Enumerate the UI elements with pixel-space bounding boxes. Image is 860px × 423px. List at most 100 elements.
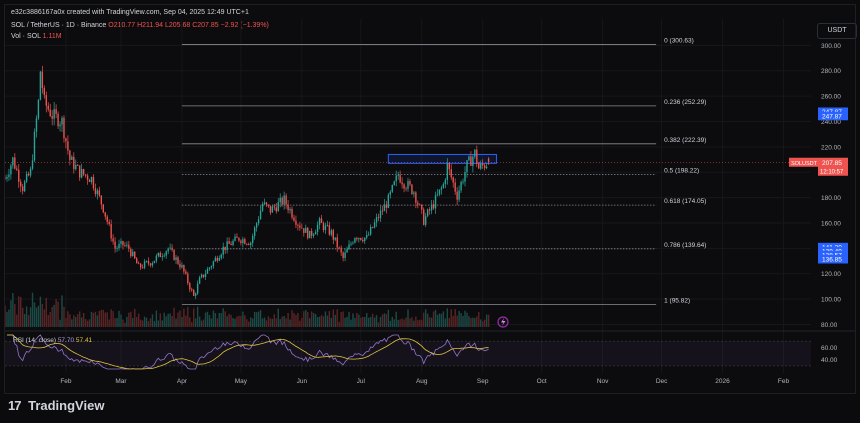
lightning-icon[interactable] xyxy=(497,316,509,328)
candle-body xyxy=(421,204,423,210)
volume-bar xyxy=(369,316,372,327)
candle-body xyxy=(399,175,401,183)
volume-bar xyxy=(242,311,244,327)
candle-body xyxy=(364,237,366,242)
candle-body xyxy=(381,210,384,212)
candle-body xyxy=(454,182,456,192)
volume-bar xyxy=(277,308,279,327)
volume-value: 1.11M xyxy=(42,33,62,40)
volume-bar xyxy=(307,312,309,327)
candle-body xyxy=(385,204,388,208)
candle-body xyxy=(346,249,348,253)
price-tick-label: 100.00 xyxy=(821,297,841,304)
candle-body xyxy=(98,190,101,196)
candle-body xyxy=(27,173,30,176)
volume-bar xyxy=(187,307,189,327)
price-label-box xyxy=(818,111,848,121)
time-tick-label: Feb xyxy=(60,378,72,385)
candle-body xyxy=(179,263,181,268)
candle-body xyxy=(480,163,482,169)
volume-bar xyxy=(18,296,20,327)
tradingview-brand[interactable]: 17 TradingView xyxy=(8,398,104,413)
candle-body xyxy=(338,247,340,249)
volume-bar xyxy=(137,313,140,327)
symbol-name[interactable]: SOL / TetherUS · 1D · Binance xyxy=(11,22,107,29)
volume-bar xyxy=(421,319,423,327)
currency-button[interactable]: USDT xyxy=(817,23,857,39)
volume-bar xyxy=(222,308,224,327)
candle-body xyxy=(395,175,397,182)
candle-body xyxy=(330,230,333,235)
volume-bar xyxy=(379,316,382,327)
volume-bar xyxy=(309,318,311,327)
candle-body xyxy=(175,257,177,261)
volume-bar xyxy=(230,314,232,327)
volume-bar xyxy=(114,318,116,327)
candle-body xyxy=(446,163,449,180)
volume-bar xyxy=(287,313,289,327)
volume-bar xyxy=(136,317,138,327)
candle-body xyxy=(383,204,386,212)
candle-body xyxy=(314,232,317,235)
volume-bar xyxy=(367,317,370,327)
rsi-ma-value: 57.41 xyxy=(75,337,93,344)
volume-bar xyxy=(29,307,32,327)
candle-body xyxy=(51,116,53,119)
volume-legend[interactable]: Vol · SOL 1.11M xyxy=(11,33,62,40)
volume-bar xyxy=(234,318,236,327)
volume-bar xyxy=(375,315,378,327)
volume-bar xyxy=(128,312,130,327)
candle-body xyxy=(216,257,219,261)
volume-bar xyxy=(151,314,154,327)
volume-bar xyxy=(169,313,171,327)
volume-bar xyxy=(417,320,419,327)
price-tick-label: 260.00 xyxy=(821,94,841,101)
candle-body xyxy=(65,138,67,142)
candle-body xyxy=(208,267,211,270)
candle-body xyxy=(470,156,472,166)
candle-body xyxy=(75,165,77,170)
volume-bar xyxy=(336,309,338,327)
volume-bar xyxy=(179,310,181,327)
volume-bar xyxy=(289,319,291,327)
volume-bar xyxy=(483,319,486,327)
candle-body xyxy=(289,208,291,211)
candle-body xyxy=(324,225,327,231)
candle-body xyxy=(334,237,336,240)
symbol-legend[interactable]: SOL / TetherUS · 1D · Binance O210.77 H2… xyxy=(11,22,269,29)
volume-bar xyxy=(139,319,142,327)
candle-body xyxy=(332,230,334,240)
volume-bar xyxy=(411,317,413,327)
volume-bar xyxy=(41,303,44,327)
rsi-legend[interactable]: RSI (14, close) 57.70 57.41 xyxy=(13,337,92,344)
candle-body xyxy=(181,265,183,268)
volume-bar xyxy=(37,305,40,327)
candle-body xyxy=(16,168,18,170)
candle-body xyxy=(293,217,295,221)
volume-bar xyxy=(232,318,234,327)
volume-bar xyxy=(147,321,150,327)
candle-body xyxy=(348,244,350,250)
candle-body xyxy=(299,225,301,228)
price-chart[interactable]: 0 (300.63) 0.236 (252.29) 0.382 (222.39) 0.… xyxy=(5,5,855,393)
volume-bar xyxy=(84,318,87,327)
volume-bar xyxy=(442,311,445,327)
volume-bar xyxy=(193,308,195,327)
volume-bar xyxy=(130,311,132,327)
volume-bar xyxy=(373,317,376,327)
volume-bar xyxy=(299,320,301,327)
candle-body xyxy=(77,165,79,166)
candle-body xyxy=(322,222,325,231)
candle-body xyxy=(295,220,297,225)
volume-bar xyxy=(324,311,327,327)
candle-body xyxy=(134,251,136,259)
volume-bar xyxy=(43,309,46,327)
volume-bar xyxy=(143,316,146,327)
volume-bar xyxy=(248,321,250,327)
volume-bar xyxy=(191,322,193,327)
candle-body xyxy=(59,124,61,127)
volume-bar xyxy=(120,314,122,327)
candle-body xyxy=(263,202,266,204)
candle-body xyxy=(18,169,20,182)
volume-bar xyxy=(116,318,118,327)
